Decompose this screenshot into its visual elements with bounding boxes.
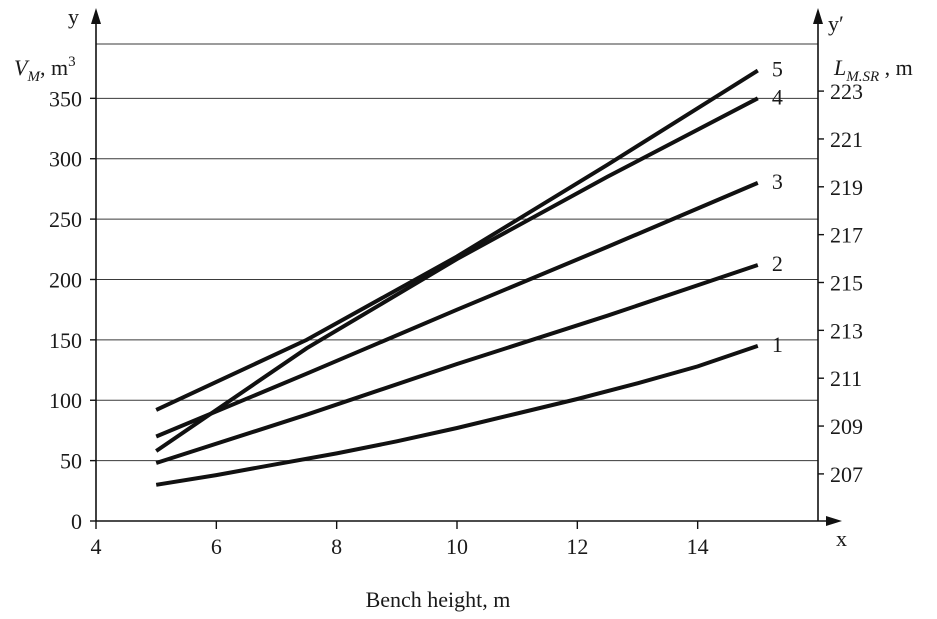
y-tick-label-4: 200	[49, 267, 82, 292]
x-tick-label-3: 10	[446, 534, 468, 559]
y2-tick-label-6: 219	[830, 175, 863, 200]
y2-tick-label-8: 223	[830, 79, 863, 104]
series-line-1	[155, 344, 759, 487]
gridlines	[96, 43, 818, 462]
axes	[91, 8, 842, 526]
x-tick-label-4: 12	[566, 534, 588, 559]
ticks: 4 6 8 10 12 140501001502002503003502072092112…	[49, 79, 863, 559]
x-axis-title: Bench height, m	[366, 587, 511, 612]
x-axis-letter: x	[836, 526, 847, 551]
y-label-sup: 3	[68, 54, 76, 70]
y-label-main: V	[14, 55, 30, 80]
y2-axis-arrow	[813, 8, 823, 24]
y-tick-label-2: 100	[49, 388, 82, 413]
y-axis-label: VM, m3	[14, 54, 76, 85]
y2-tick-label-0: 207	[830, 462, 863, 487]
y-tick-label-7: 350	[49, 86, 82, 111]
y2-label-unit: , m	[879, 55, 913, 80]
y2-tick-label-7: 221	[830, 127, 863, 152]
y2-tick-label-1: 209	[830, 414, 863, 439]
series-line-3	[155, 181, 759, 439]
x-tick-label-5: 14	[687, 534, 709, 559]
series-label-2: 2	[772, 251, 783, 276]
series: 1 2 3 45	[155, 57, 783, 487]
y2-axis-label: LM.SR , m	[833, 55, 913, 85]
y2-label-main: L	[833, 55, 846, 80]
axis-labels: y y′ x VM, m3 LM.SR , m Bench height, m	[14, 4, 913, 612]
y-label-sub: M	[26, 69, 41, 85]
series-line-5	[155, 68, 759, 412]
y2-label-sub: M.SR	[845, 69, 879, 85]
x-axis-arrow	[826, 516, 842, 526]
series-line-2	[155, 263, 759, 465]
y2-tick-label-5: 217	[830, 223, 863, 248]
y-tick-label-6: 300	[49, 147, 82, 172]
series-label-4: 4	[772, 84, 783, 109]
x-tick-label-1: 6	[211, 534, 222, 559]
y2-tick-label-2: 211	[830, 366, 862, 391]
y-tick-label-0: 0	[71, 509, 82, 534]
x-tick-label-0: 4	[91, 534, 102, 559]
y-tick-label-1: 50	[60, 449, 82, 474]
y-axis-letter: y	[68, 4, 79, 29]
y2-axis-letter: y′	[828, 11, 844, 36]
y-tick-label-5: 250	[49, 207, 82, 232]
x-tick-label-2: 8	[331, 534, 342, 559]
series-label-3: 3	[772, 169, 783, 194]
y-label-unit: , m	[40, 55, 68, 80]
y-tick-label-3: 150	[49, 328, 82, 353]
y-axis-arrow	[91, 8, 101, 24]
y2-tick-label-3: 213	[830, 318, 863, 343]
series-label-1: 1	[772, 332, 783, 357]
series-line-4	[155, 96, 759, 453]
y2-tick-label-4: 215	[830, 271, 863, 296]
series-label-5: 5	[772, 57, 783, 82]
